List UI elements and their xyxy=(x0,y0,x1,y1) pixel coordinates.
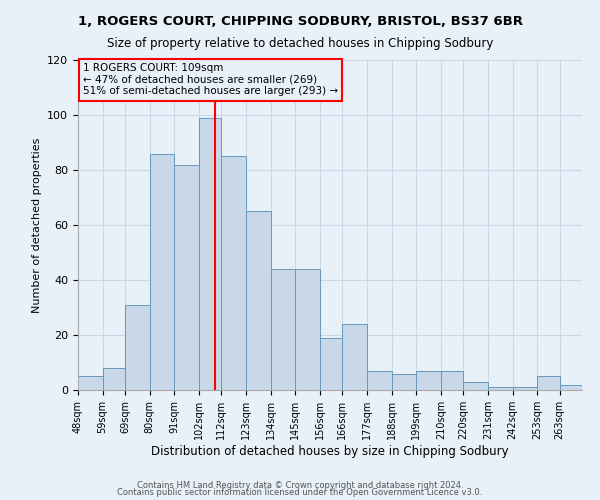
Bar xyxy=(367,371,392,390)
Y-axis label: Number of detached properties: Number of detached properties xyxy=(32,138,41,312)
Bar xyxy=(441,371,463,390)
Bar xyxy=(221,156,246,390)
Bar xyxy=(175,164,199,390)
Bar xyxy=(149,154,175,390)
Text: 1 ROGERS COURT: 109sqm
← 47% of detached houses are smaller (269)
51% of semi-de: 1 ROGERS COURT: 109sqm ← 47% of detached… xyxy=(83,64,338,96)
Bar xyxy=(199,118,221,390)
Bar xyxy=(103,368,125,390)
Bar xyxy=(78,376,103,390)
Bar xyxy=(320,338,343,390)
Text: 1, ROGERS COURT, CHIPPING SODBURY, BRISTOL, BS37 6BR: 1, ROGERS COURT, CHIPPING SODBURY, BRIST… xyxy=(77,15,523,28)
Bar xyxy=(560,384,582,390)
Bar xyxy=(463,382,488,390)
Bar xyxy=(271,269,295,390)
Text: Size of property relative to detached houses in Chipping Sodbury: Size of property relative to detached ho… xyxy=(107,38,493,51)
X-axis label: Distribution of detached houses by size in Chipping Sodbury: Distribution of detached houses by size … xyxy=(151,444,509,458)
Bar xyxy=(125,304,149,390)
Bar xyxy=(512,387,537,390)
Text: Contains public sector information licensed under the Open Government Licence v3: Contains public sector information licen… xyxy=(118,488,482,497)
Bar xyxy=(246,211,271,390)
Bar xyxy=(537,376,560,390)
Bar xyxy=(295,269,320,390)
Bar xyxy=(392,374,416,390)
Bar xyxy=(488,387,512,390)
Bar xyxy=(416,371,441,390)
Bar xyxy=(343,324,367,390)
Text: Contains HM Land Registry data © Crown copyright and database right 2024.: Contains HM Land Registry data © Crown c… xyxy=(137,480,463,490)
